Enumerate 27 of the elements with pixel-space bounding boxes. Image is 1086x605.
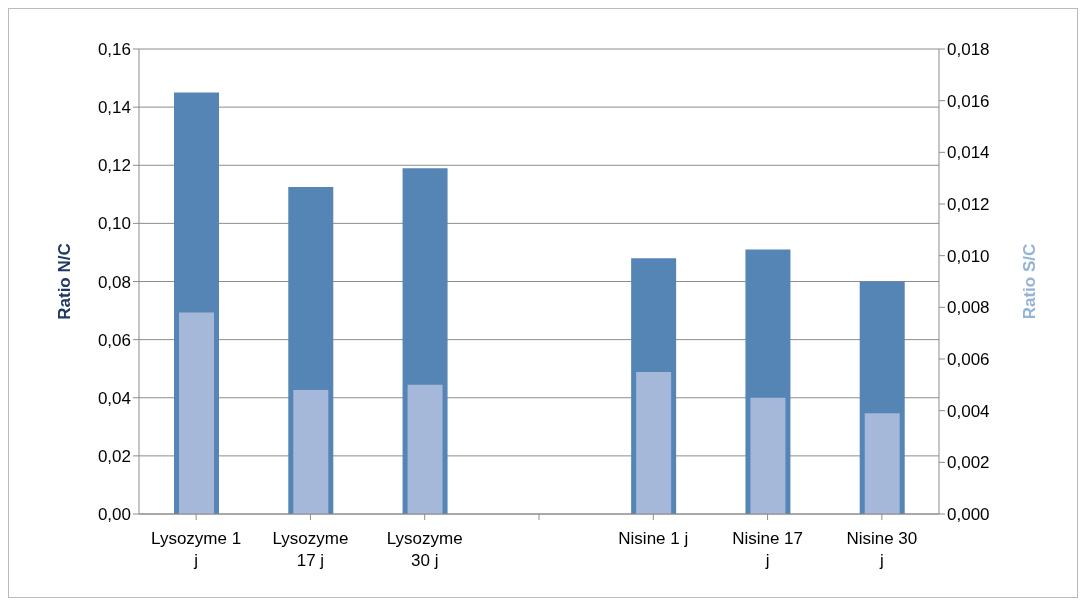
y2-tick-label: 0,006 [947,350,990,370]
y-tick-label: 0,12 [97,156,131,176]
y-axis-title: Ratio N/C [55,243,75,320]
x-tick-label: Nisine 30 j [846,529,918,570]
y-tick-label: 0,08 [97,272,131,292]
y-tick-label: 0,16 [97,40,131,60]
y2-axis-title: Ratio S/C [1020,243,1040,320]
y-tick-label: 0,00 [97,505,131,525]
y-tick-label: 0,02 [97,446,131,466]
x-tick-label: Nisine 1 j [618,529,689,548]
y2-tick-label: 0,012 [947,195,990,215]
y2-tick-label: 0,018 [947,40,990,60]
y-tick-label: 0,10 [97,214,131,234]
y2-tick-label: 0,002 [947,453,990,473]
x-tick-label: Lysozyme 30 j [386,529,463,570]
y2-tick-label: 0,000 [947,505,990,525]
y2-tick-label: 0,014 [947,143,990,163]
y2-tick-label: 0,004 [947,401,990,421]
y2-tick-label: 0,010 [947,246,990,266]
x-tick-label: Lysozyme 17 j [272,529,349,570]
x-tick-label: Lysozyme 1 j [151,529,242,570]
y-tick-label: 0,06 [97,330,131,350]
x-tick-label: Nisine 17 j [732,529,804,570]
y2-tick-label: 0,016 [947,91,990,111]
y-tick-label: 0,14 [97,98,131,118]
y-tick-label: 0,04 [97,388,131,408]
y2-tick-label: 0,008 [947,298,990,318]
